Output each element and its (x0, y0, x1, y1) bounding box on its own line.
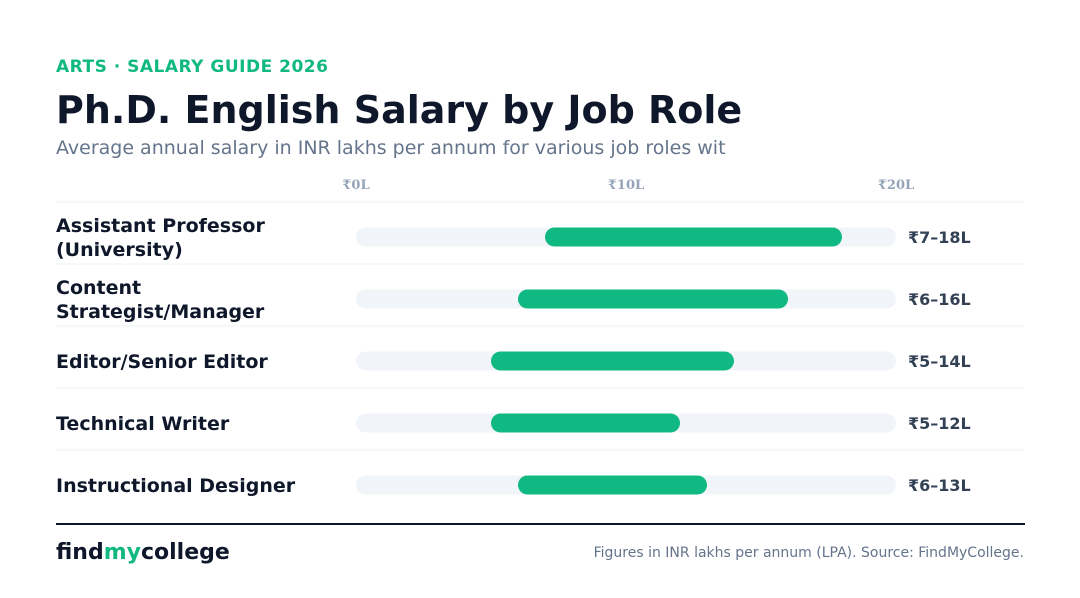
brand-logo[interactable]: findmycollege (56, 540, 230, 565)
brand-prefix: find (56, 540, 104, 565)
x-tick-label: ₹0L (342, 178, 369, 193)
value-label: ₹6–13L (908, 476, 971, 495)
x-tick-label: ₹10L (608, 178, 644, 193)
salary-range-chart: ₹0L ₹10L ₹20L Assistant Professor(Universit… (56, 178, 1024, 497)
category-label: Instructional Designer (56, 475, 296, 497)
value-label: ₹5–12L (908, 414, 971, 433)
category-label: Assistant Professor (56, 215, 265, 237)
category-label: (University) (56, 239, 183, 261)
salary-range-bar (518, 289, 788, 309)
brand-accent: my (103, 540, 141, 565)
category-label: Editor/Senior Editor (56, 351, 268, 373)
chart-subtitle: Average annual salary in INR lakhs per a… (56, 137, 726, 159)
salary-range-bar (491, 413, 680, 433)
value-label: ₹6–16L (908, 290, 971, 309)
value-label: ₹7–18L (908, 228, 971, 247)
source-note: Figures in INR lakhs per annum (LPA). So… (593, 545, 1024, 561)
category-label: Content (56, 277, 141, 299)
salary-range-bar (545, 227, 842, 247)
salary-range-bar (491, 351, 734, 371)
page-title: Ph.D. English Salary by Job Role (56, 88, 743, 132)
eyebrow-label: ARTS · SALARY GUIDE 2026 (56, 57, 329, 77)
value-label: ₹5–14L (908, 352, 971, 371)
x-tick-label: ₹20L (878, 178, 914, 193)
footer-divider (56, 523, 1025, 525)
salary-range-bar (518, 475, 707, 495)
category-label: Technical Writer (56, 413, 230, 435)
brand-suffix: college (140, 540, 230, 565)
category-label: Strategist/Manager (56, 301, 265, 323)
